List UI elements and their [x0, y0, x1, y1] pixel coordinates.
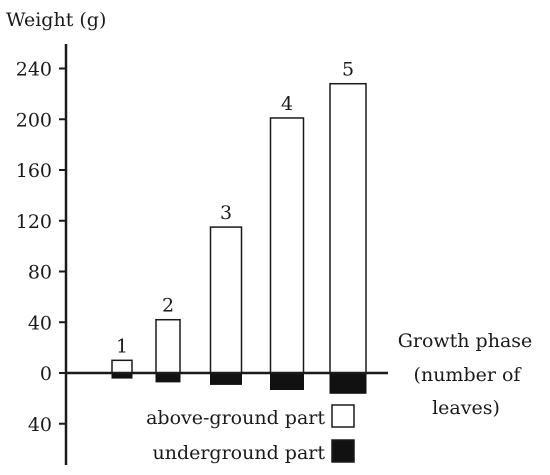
bar-above-ground [111, 359, 133, 374]
y-axis-title: Weight (g) [6, 9, 106, 31]
bar-underground [155, 372, 181, 383]
y-tick-label: 40 [28, 312, 52, 334]
bar-above-ground [329, 82, 367, 374]
bar-above-ground [209, 226, 243, 374]
y-tick-label: 80 [28, 262, 52, 284]
y-tick-label: 160 [16, 160, 52, 182]
legend-swatch [331, 404, 355, 428]
bar-above-ground [155, 318, 181, 374]
legend-label: above-ground part [146, 407, 325, 429]
bar-underground [329, 372, 367, 394]
legend-swatch [331, 439, 355, 463]
y-tick-label: 0 [40, 363, 52, 385]
bar-above-ground [269, 117, 305, 374]
legend-label: underground part [152, 442, 325, 464]
bar-underground [210, 372, 242, 385]
category-label: 3 [220, 202, 232, 224]
category-label: 2 [162, 295, 174, 317]
category-label: 1 [116, 335, 128, 357]
y-tick-label: 120 [16, 211, 52, 233]
y-tick-label: 240 [16, 59, 52, 81]
x-axis-title-line: Growth phase [398, 330, 533, 352]
y-tick-label: 40 [28, 414, 52, 436]
category-label: 5 [342, 59, 354, 81]
x-axis-title-line: (number of [414, 364, 523, 386]
category-label: 4 [281, 93, 293, 115]
bar-underground [270, 372, 304, 390]
x-axis-title-line: leaves) [432, 397, 500, 419]
y-tick-label: 200 [16, 109, 52, 131]
